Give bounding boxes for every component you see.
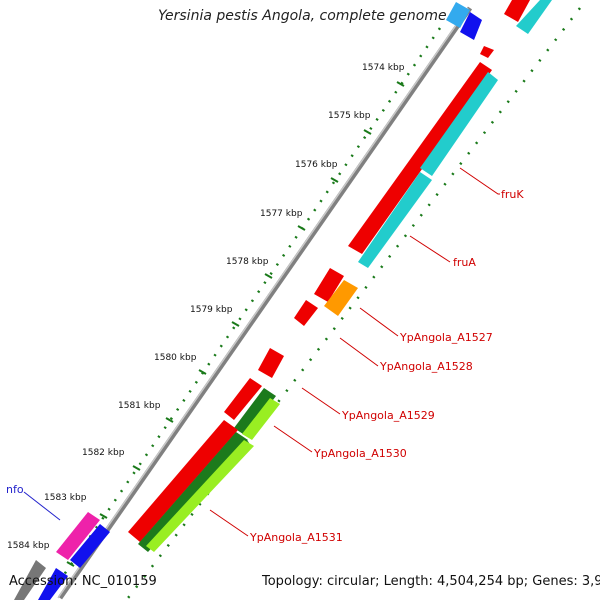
tick-mark: [330, 177, 339, 183]
outer-dotted-line: [127, 7, 581, 599]
gene-arrow-red-a1529[interactable]: [258, 348, 284, 378]
ruler-ticks: [66, 81, 405, 567]
leader-line-a1528: [339, 337, 379, 367]
accession-text: Accession: NC_010159: [9, 574, 157, 589]
tick-label: 1576 kbp: [295, 160, 338, 170]
tick-mark: [132, 465, 141, 471]
gene-arrow-blue[interactable]: [460, 12, 482, 40]
gene-arrow-red-a1527[interactable]: [314, 268, 344, 302]
tick-label: 1579 kbp: [190, 305, 233, 315]
gene-arrow-cyan-fruA[interactable]: [358, 172, 432, 268]
tick-label: 1580 kbp: [154, 353, 197, 363]
tick-label: 1583 kbp: [44, 493, 87, 503]
leader-line-a1529: [301, 387, 341, 415]
gene-arrow-lightblue[interactable]: [446, 2, 470, 28]
gene-features: [14, 0, 552, 600]
gene-label-a1531[interactable]: YpAngola_A1531: [249, 531, 343, 544]
tick-label: 1574 kbp: [362, 63, 405, 73]
leader-line-a1531: [209, 509, 249, 537]
gene-arrow-red-a1530[interactable]: [224, 378, 262, 420]
ruler-tick-labels: 1574 kbp 1575 kbp 1576 kbp 1577 kbp 1578…: [7, 63, 405, 551]
gene-arrow-red-long-1[interactable]: [348, 62, 492, 254]
gene-arrow-red-top[interactable]: [504, 0, 530, 22]
tick-label: 1584 kbp: [7, 541, 50, 551]
gene-arrow-grey-bottom: [14, 560, 46, 600]
ruler-dotted-line: [46, 27, 442, 599]
gene-labels: fruK fruA YpAngola_A1527 YpAngola_A1528 …: [6, 188, 524, 544]
leader-line-fruK: [459, 167, 500, 195]
gene-arrow-darkgreen-a1530[interactable]: [234, 388, 276, 436]
gene-arrow-blue-bottom[interactable]: [70, 524, 110, 568]
tick-mark: [297, 225, 306, 231]
gene-arrow-red-small-2[interactable]: [294, 300, 318, 326]
leader-line-nfo: [23, 491, 61, 521]
topology-text: Topology: circular; Length: 4,504,254 bp…: [262, 574, 600, 589]
leader-line-a1530: [273, 425, 313, 453]
tick-mark: [66, 561, 75, 567]
gene-arrow-cyan-top[interactable]: [516, 0, 552, 34]
gene-arrow-lightgreen-a1530[interactable]: [242, 398, 280, 440]
ruler-track: [46, 27, 442, 599]
genome-backbone: [57, 6, 473, 600]
tick-mark: [231, 321, 240, 327]
tick-label: 1581 kbp: [118, 401, 161, 411]
gene-arrow-darkgreen-a1531[interactable]: [138, 432, 248, 552]
gene-label-nfo[interactable]: nfo: [6, 483, 24, 496]
gene-arrow-red-a1531[interactable]: [128, 420, 238, 542]
gene-arrow-cyan-fruK[interactable]: [420, 72, 498, 176]
gene-label-a1527[interactable]: YpAngola_A1527: [399, 331, 493, 344]
gene-arrow-red-small[interactable]: [480, 46, 494, 58]
tick-mark: [165, 417, 174, 423]
tick-label: 1577 kbp: [260, 209, 303, 219]
map-title: Yersinia pestis Angola, complete genome: [158, 8, 447, 24]
tick-mark: [198, 369, 207, 375]
gene-label-a1530[interactable]: YpAngola_A1530: [313, 447, 407, 460]
gene-label-leaders: [23, 167, 500, 537]
genome-backbone-highlight: [57, 7, 469, 599]
gene-label-fruK[interactable]: fruK: [501, 188, 524, 201]
gene-arrow-orange-a1528[interactable]: [324, 280, 358, 316]
gene-label-a1529[interactable]: YpAngola_A1529: [341, 409, 435, 422]
leader-line-a1527: [359, 307, 399, 337]
tick-label: 1575 kbp: [328, 111, 371, 121]
gene-label-fruA[interactable]: fruA: [453, 256, 476, 269]
tick-mark: [396, 81, 405, 87]
tick-mark: [264, 273, 273, 279]
gene-arrow-blue-bottom-2: [38, 568, 68, 600]
gene-arrow-magenta-nfo[interactable]: [56, 512, 100, 560]
leader-line-fruA: [409, 235, 451, 263]
tick-label: 1582 kbp: [82, 448, 125, 458]
gene-arrow-lightgreen-a1531[interactable]: [146, 440, 254, 552]
gene-label-a1528[interactable]: YpAngola_A1528: [379, 360, 473, 373]
tick-mark: [99, 513, 108, 519]
tick-mark: [363, 129, 372, 135]
tick-label: 1578 kbp: [226, 257, 269, 267]
